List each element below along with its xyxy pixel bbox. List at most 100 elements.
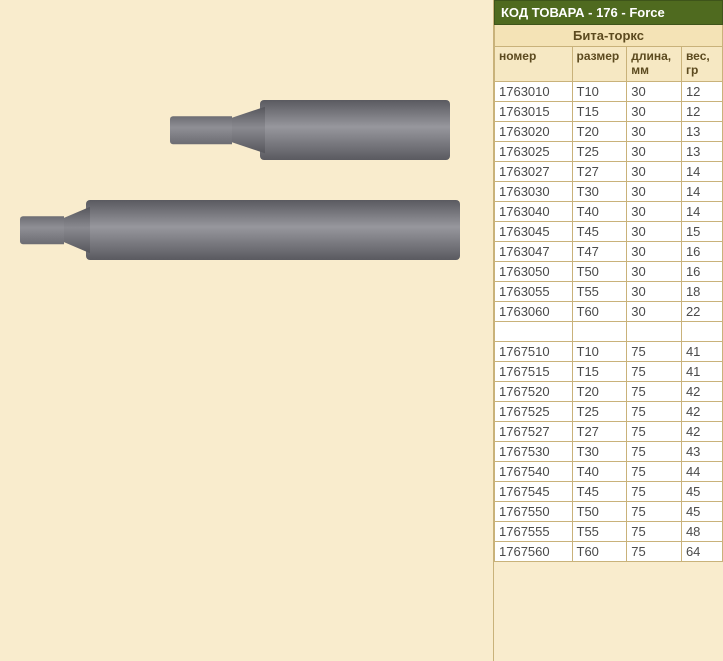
table-row: 1767545T457545 bbox=[495, 481, 723, 501]
table-cell: T25 bbox=[572, 401, 627, 421]
table-cell: T45 bbox=[572, 221, 627, 241]
table-row: 1763027T273014 bbox=[495, 161, 723, 181]
table-cell: 30 bbox=[627, 141, 682, 161]
col-weight: вес, гр bbox=[681, 47, 722, 82]
table-row: 1767527T277542 bbox=[495, 421, 723, 441]
table-cell: 1763040 bbox=[495, 201, 573, 221]
table-cell: 42 bbox=[681, 381, 722, 401]
table-cell: 30 bbox=[627, 301, 682, 321]
table-cell: T40 bbox=[572, 461, 627, 481]
table-cell: T15 bbox=[572, 101, 627, 121]
table-cell bbox=[627, 321, 682, 341]
table-cell bbox=[572, 321, 627, 341]
table-cell: 1767527 bbox=[495, 421, 573, 441]
table-subtitle: Бита-торкс bbox=[495, 25, 723, 47]
table-cell: 30 bbox=[627, 201, 682, 221]
table-row: 1763020T203013 bbox=[495, 121, 723, 141]
table-cell: 1767560 bbox=[495, 541, 573, 561]
table-row: 1763045T453015 bbox=[495, 221, 723, 241]
table-cell: 13 bbox=[681, 141, 722, 161]
table-cell: 75 bbox=[627, 341, 682, 361]
col-size: размер bbox=[572, 47, 627, 82]
table-cell: 30 bbox=[627, 241, 682, 261]
table-cell: 14 bbox=[681, 181, 722, 201]
table-row: 1767510T107541 bbox=[495, 341, 723, 361]
col-length: длина, мм bbox=[627, 47, 682, 82]
table-cell: 75 bbox=[627, 461, 682, 481]
table-cell: 1763025 bbox=[495, 141, 573, 161]
table-cell: 16 bbox=[681, 241, 722, 261]
table-cell: 1767555 bbox=[495, 521, 573, 541]
table-cell: 75 bbox=[627, 381, 682, 401]
table-cell: T27 bbox=[572, 421, 627, 441]
table-cell: T60 bbox=[572, 541, 627, 561]
table-cell: 42 bbox=[681, 421, 722, 441]
table-cell: T40 bbox=[572, 201, 627, 221]
table-row: 1763040T403014 bbox=[495, 201, 723, 221]
table-cell bbox=[681, 321, 722, 341]
table-cell: T45 bbox=[572, 481, 627, 501]
table-cell: 12 bbox=[681, 81, 722, 101]
table-row: 1767525T257542 bbox=[495, 401, 723, 421]
table-cell: T55 bbox=[572, 521, 627, 541]
table-row: 1767555T557548 bbox=[495, 521, 723, 541]
table-cell: 75 bbox=[627, 441, 682, 461]
table-cell: 30 bbox=[627, 101, 682, 121]
product-image-area bbox=[0, 0, 493, 661]
table-cell: T50 bbox=[572, 261, 627, 281]
table-cell: 22 bbox=[681, 301, 722, 321]
table-cell: 75 bbox=[627, 521, 682, 541]
table-row: 1763060T603022 bbox=[495, 301, 723, 321]
table-cell: 1767510 bbox=[495, 341, 573, 361]
table-cell: 64 bbox=[681, 541, 722, 561]
table-cell: 1767530 bbox=[495, 441, 573, 461]
table-cell: 14 bbox=[681, 161, 722, 181]
bit-long-icon bbox=[20, 200, 460, 260]
table-cell: 1767540 bbox=[495, 461, 573, 481]
table-row: 1763050T503016 bbox=[495, 261, 723, 281]
table-cell: 75 bbox=[627, 401, 682, 421]
table-cell: 1763047 bbox=[495, 241, 573, 261]
table-cell: 12 bbox=[681, 101, 722, 121]
table-cell: 43 bbox=[681, 441, 722, 461]
table-cell: 1763050 bbox=[495, 261, 573, 281]
table-row: 1767515T157541 bbox=[495, 361, 723, 381]
table-cell: 75 bbox=[627, 481, 682, 501]
table-cell: 1767550 bbox=[495, 501, 573, 521]
table-cell: 1767545 bbox=[495, 481, 573, 501]
table-cell: 30 bbox=[627, 181, 682, 201]
table-row: 1767530T307543 bbox=[495, 441, 723, 461]
table-row: 1767550T507545 bbox=[495, 501, 723, 521]
table-cell: 42 bbox=[681, 401, 722, 421]
table-title: КОД ТОВАРА - 176 - Force bbox=[495, 1, 723, 25]
col-number: номер bbox=[495, 47, 573, 82]
table-cell: T30 bbox=[572, 441, 627, 461]
table-row: 1763055T553018 bbox=[495, 281, 723, 301]
table-cell: 41 bbox=[681, 341, 722, 361]
table-cell: 1763030 bbox=[495, 181, 573, 201]
table-row: 1767560T607564 bbox=[495, 541, 723, 561]
table-cell: 14 bbox=[681, 201, 722, 221]
table-cell: 1767515 bbox=[495, 361, 573, 381]
table-cell: 16 bbox=[681, 261, 722, 281]
table-cell: 75 bbox=[627, 361, 682, 381]
table-cell: T10 bbox=[572, 341, 627, 361]
table-cell: T27 bbox=[572, 161, 627, 181]
table-cell: 15 bbox=[681, 221, 722, 241]
table-row: 1763010T103012 bbox=[495, 81, 723, 101]
table-cell: 45 bbox=[681, 481, 722, 501]
table-row: 1763030T303014 bbox=[495, 181, 723, 201]
spec-table-wrap: КОД ТОВАРА - 176 - Force Бита-торкс номе… bbox=[493, 0, 723, 661]
table-cell: T47 bbox=[572, 241, 627, 261]
table-cell: 1763010 bbox=[495, 81, 573, 101]
table-cell: T15 bbox=[572, 361, 627, 381]
table-cell: 13 bbox=[681, 121, 722, 141]
table-cell: T30 bbox=[572, 181, 627, 201]
table-cell: 75 bbox=[627, 541, 682, 561]
table-cell: T20 bbox=[572, 381, 627, 401]
table-cell: 1763015 bbox=[495, 101, 573, 121]
table-cell bbox=[495, 321, 573, 341]
table-cell: 30 bbox=[627, 261, 682, 281]
table-row: 1763025T253013 bbox=[495, 141, 723, 161]
table-cell: 30 bbox=[627, 221, 682, 241]
